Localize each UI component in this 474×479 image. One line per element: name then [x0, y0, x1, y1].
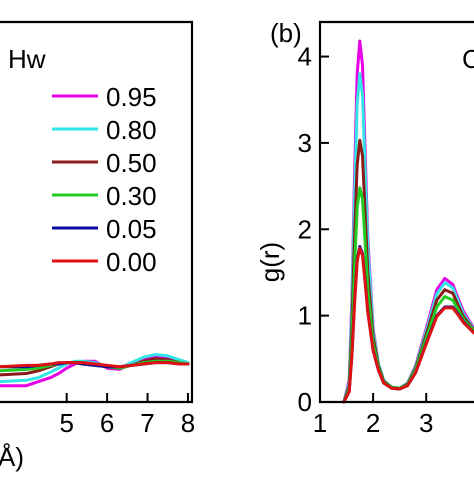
panel-a-x-tick-label: 5	[59, 408, 73, 438]
panel-b-y-axis-label: g(r)	[255, 242, 285, 282]
panel-b-y-tick-label: 3	[298, 128, 312, 158]
legend-label-0.95: 0.95	[106, 82, 157, 112]
legend-label-0.80: 0.80	[106, 115, 157, 145]
panel-b-x-ticks: 1 2 3	[313, 393, 433, 438]
panel-b-x-tick-label: 1	[313, 408, 327, 438]
panel-a-x-tick-label: 6	[100, 408, 114, 438]
panel-b-series-0.00	[342, 246, 474, 404]
panel-a-legend: 0.950.800.500.300.050.00	[52, 82, 157, 277]
legend-label-0.00: 0.00	[106, 247, 157, 277]
panel-b-series-group	[342, 39, 474, 404]
panel-a-species-label: Hw	[8, 44, 46, 74]
panel-a-series-0.00	[0, 361, 190, 369]
panel-a-frame	[0, 20, 194, 404]
panel-b-frame	[318, 20, 474, 404]
panel-a-x-tick-label: 8	[181, 408, 195, 438]
panel-a-series-group	[0, 353, 190, 388]
panel-b-label: (b)	[270, 18, 302, 48]
panel-b-x-tick-label: 2	[366, 408, 380, 438]
panel-b-y-tick-label: 2	[298, 214, 312, 244]
panel-b-y-tick-label: 1	[298, 301, 312, 331]
panel-b-species-label: C	[462, 44, 474, 74]
panel-b-y-tick-label: 4	[298, 42, 312, 72]
panel-a-x-axis-label: Å)	[0, 442, 24, 472]
panel-b-y-ticks: 0 1 2 3 4	[298, 42, 329, 417]
legend-label-0.30: 0.30	[106, 181, 157, 211]
panel-b-y-tick-label: 0	[298, 387, 312, 417]
legend-label-0.05: 0.05	[106, 214, 157, 244]
legend-label-0.50: 0.50	[106, 148, 157, 178]
panel-a-x-tick-label: 7	[140, 408, 154, 438]
panel-b-x-tick-label: 3	[419, 408, 433, 438]
